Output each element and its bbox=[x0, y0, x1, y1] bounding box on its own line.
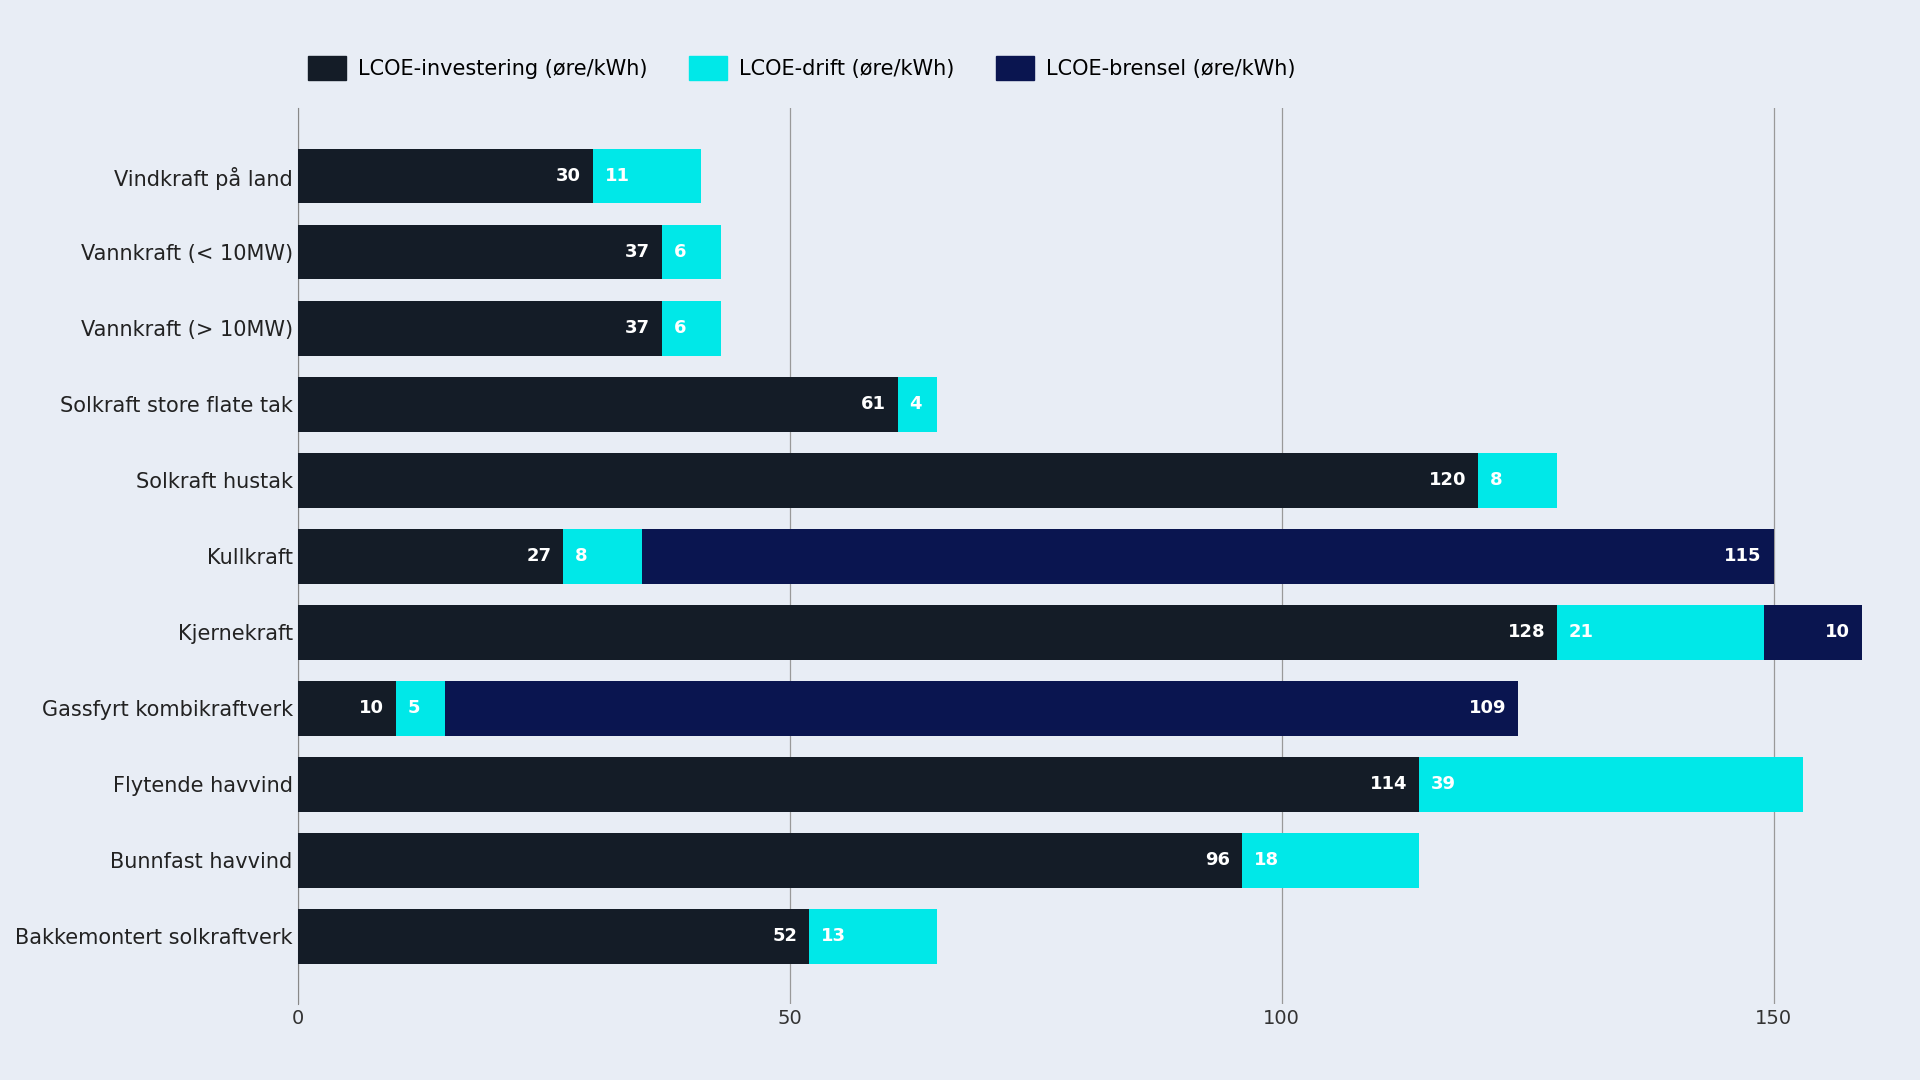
Text: 37: 37 bbox=[624, 243, 649, 261]
Text: 10: 10 bbox=[1826, 623, 1851, 642]
Bar bbox=[1478, 453, 1557, 508]
Text: 114: 114 bbox=[1371, 775, 1407, 793]
Bar bbox=[1242, 833, 1419, 888]
Bar bbox=[641, 529, 1774, 583]
Text: 30: 30 bbox=[557, 167, 582, 185]
Text: 39: 39 bbox=[1430, 775, 1455, 793]
Bar bbox=[298, 680, 396, 735]
Text: 6: 6 bbox=[674, 243, 685, 261]
Text: 109: 109 bbox=[1469, 699, 1505, 717]
Text: 13: 13 bbox=[822, 928, 847, 945]
Bar bbox=[810, 909, 937, 963]
Text: 37: 37 bbox=[624, 320, 649, 337]
Bar bbox=[298, 301, 662, 355]
Text: 115: 115 bbox=[1724, 548, 1763, 565]
Text: 128: 128 bbox=[1507, 623, 1546, 642]
Bar bbox=[298, 529, 563, 583]
Text: 5: 5 bbox=[407, 699, 420, 717]
Text: 8: 8 bbox=[576, 548, 588, 565]
Bar bbox=[298, 225, 662, 280]
Text: 61: 61 bbox=[860, 395, 885, 414]
Text: 18: 18 bbox=[1254, 851, 1279, 869]
Legend: LCOE-investering (øre/kWh), LCOE-drift (øre/kWh), LCOE-brensel (øre/kWh): LCOE-investering (øre/kWh), LCOE-drift (… bbox=[307, 55, 1296, 80]
Bar bbox=[1557, 605, 1764, 660]
Text: 6: 6 bbox=[674, 320, 685, 337]
Bar bbox=[563, 529, 641, 583]
Text: 120: 120 bbox=[1428, 471, 1467, 489]
Bar bbox=[1764, 605, 1862, 660]
Bar bbox=[298, 377, 899, 432]
Text: 11: 11 bbox=[605, 167, 630, 185]
Text: 4: 4 bbox=[910, 395, 922, 414]
Text: 10: 10 bbox=[359, 699, 384, 717]
Text: 96: 96 bbox=[1206, 851, 1231, 869]
Bar bbox=[662, 301, 720, 355]
Bar bbox=[662, 225, 720, 280]
Bar bbox=[298, 453, 1478, 508]
Bar bbox=[1419, 757, 1803, 811]
Bar bbox=[899, 377, 937, 432]
Bar bbox=[298, 833, 1242, 888]
Bar bbox=[396, 680, 445, 735]
Bar bbox=[593, 149, 701, 203]
Text: 27: 27 bbox=[526, 548, 551, 565]
Bar bbox=[298, 605, 1557, 660]
Bar bbox=[445, 680, 1519, 735]
Text: 21: 21 bbox=[1569, 623, 1594, 642]
Bar bbox=[298, 757, 1419, 811]
Text: 52: 52 bbox=[772, 928, 797, 945]
Text: 8: 8 bbox=[1490, 471, 1503, 489]
Bar bbox=[298, 909, 810, 963]
Bar bbox=[298, 149, 593, 203]
